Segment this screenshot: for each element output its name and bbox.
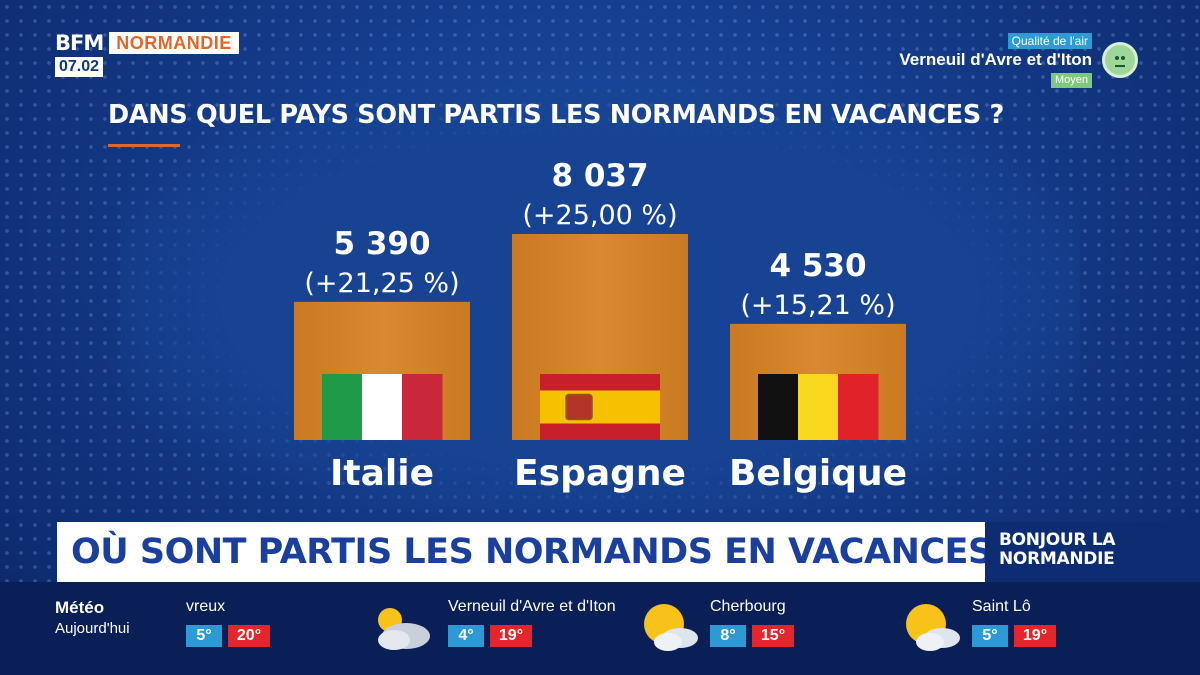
air-quality-city: Verneuil d'Avre et d'Iton [899,50,1092,69]
channel-logo: BFM NORMANDIE 07.02 [55,32,239,77]
belgium-flag-stripe [798,374,839,440]
weather-ticker: Météo Aujourd'hui vreux 5° 20° Verneuil d'A… [0,582,1200,675]
weather-title: Météo [55,598,105,617]
bar-chart: (+21,25 %) 5 390 Italie (+25,00 %) 8 037 Espa… [294,158,907,494]
title-underline [108,144,180,147]
spain-flag-yellow [540,390,660,424]
belgium-flag-stripe [838,374,879,440]
weather-max-temp: 15° [752,625,794,647]
bar-group: (+15,21 %) 4 530 Belgique [729,248,907,494]
weather-min-temp: 8° [710,625,746,647]
bar-change-label: (+21,25 %) [304,268,459,299]
sun-cloud-icon [892,598,964,658]
weather-cities: vreux 5° 20° Verneuil d'Avre et d'Iton 4° 19°… [186,582,1200,675]
bar-value-label: 8 037 [551,158,648,194]
show-name-block: BONJOUR LA NORMANDIE [985,522,1200,582]
spain-coat-of-arms-icon [565,393,593,421]
air-quality-label: Qualité de l'air [1007,33,1092,49]
belgium-flag [758,374,879,440]
air-quality-level: Moyen [1050,73,1092,88]
air-quality-widget: Qualité de l'air Verneuil d'Avre et d'It… [899,32,1138,88]
weather-city-name: vreux [186,598,226,615]
category-label: Espagne [514,453,686,494]
neutral-face-icon [1102,42,1138,78]
weather-city-name: Verneuil d'Avre et d'Iton [448,598,616,615]
italy-flag-stripe [402,374,443,440]
clock: 07.02 [55,57,104,77]
bar-group: (+25,00 %) 8 037 Espagne [512,158,688,494]
spain-flag [540,374,660,440]
sun-cloud-icon [630,598,702,658]
bar-group: (+21,25 %) 5 390 Italie [294,226,470,494]
cloudy-icon [368,598,440,658]
bar-value-label: 4 530 [769,248,866,284]
weather-max-temp: 20° [228,625,270,647]
bar-value-label: 5 390 [333,226,430,262]
weather-max-temp: 19° [1014,625,1056,647]
italy-flag-stripe [362,374,403,440]
category-label: Italie [330,453,434,494]
weather-city-item: vreux 5° 20° [186,582,360,675]
weather-min-temp: 5° [972,625,1008,647]
belgium-flag-stripe [758,374,799,440]
weather-city-item: Verneuil d'Avre et d'Iton 4° 19° [362,582,622,675]
weather-min-temp: 4° [448,625,484,647]
weather-max-temp: 19° [490,625,532,647]
weather-heading: Météo Aujourd'hui [55,598,130,637]
weather-city-item: Cherbourg 8° 15° [624,582,884,675]
category-label: Belgique [729,453,907,494]
chart-title: DANS QUEL PAYS SONT PARTIS LES NORMANDS … [108,100,1004,130]
headline-text: OÙ SONT PARTIS LES NORMANDS EN VACANCES … [71,532,1025,572]
region-name: NORMANDIE [109,32,239,54]
italy-flag [322,374,443,440]
italy-flag-stripe [322,374,363,440]
bar-change-label: (+25,00 %) [522,200,677,231]
weather-city-name: Saint Lô [972,598,1031,615]
show-name-line-1: BONJOUR LA [999,530,1116,550]
headline-banner: OÙ SONT PARTIS LES NORMANDS EN VACANCES … [57,522,1025,582]
show-name-line-2: NORMANDIE [999,549,1115,569]
weather-city-item: Saint Lô 5° 19° [886,582,1146,675]
brand-name: BFM [55,31,104,55]
weather-subtitle: Aujourd'hui [55,620,130,637]
weather-min-temp: 5° [186,625,222,647]
bar-change-label: (+15,21 %) [740,290,895,321]
weather-city-name: Cherbourg [710,598,786,615]
